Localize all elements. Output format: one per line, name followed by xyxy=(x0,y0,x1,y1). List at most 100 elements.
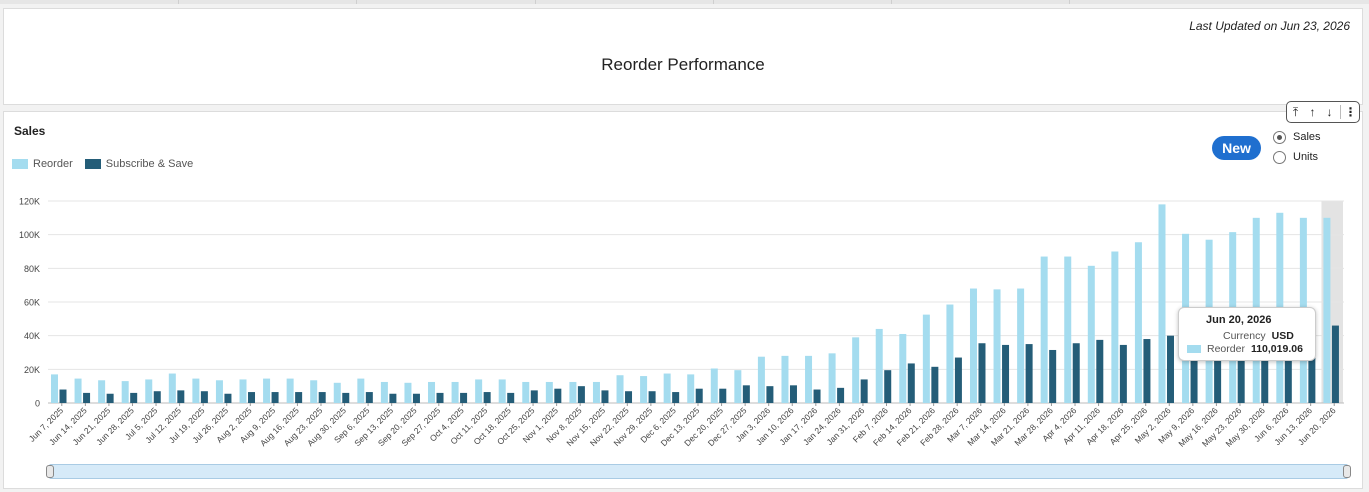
bar-subscribe-save xyxy=(1214,333,1222,403)
new-button[interactable]: New xyxy=(1212,136,1261,160)
bar-reorder xyxy=(663,373,671,403)
bar-reorder xyxy=(757,356,765,403)
y-tick-label: 40K xyxy=(24,331,40,341)
bar-reorder xyxy=(404,382,412,403)
tooltip-currency-value: USD xyxy=(1271,330,1294,342)
bar-subscribe-save xyxy=(1331,325,1339,403)
bar-subscribe-save xyxy=(954,357,962,403)
bar-reorder xyxy=(969,288,977,403)
page-title: Reorder Performance xyxy=(601,55,765,74)
bar-reorder xyxy=(640,376,648,403)
bar-subscribe-save xyxy=(577,386,585,403)
bar-subscribe-save xyxy=(177,390,185,403)
bar-subscribe-save xyxy=(1237,328,1245,403)
bar-subscribe-save xyxy=(1072,343,1080,403)
move-to-top-icon[interactable]: ⤒ xyxy=(1292,105,1299,119)
chart-card: 0 20K 40K 60K 80K 100K 120K Jun 7, 2025 Jun 14, … xyxy=(3,111,1363,489)
bar-subscribe-save xyxy=(483,392,491,403)
move-down-icon[interactable]: ↓ xyxy=(1326,105,1333,119)
y-tick-label: 0 xyxy=(35,399,40,409)
top-tab-strip xyxy=(0,0,1369,4)
bar-reorder xyxy=(380,381,388,403)
tab-divider xyxy=(535,0,536,4)
bar-subscribe-save xyxy=(789,385,797,403)
tab-divider xyxy=(891,0,892,4)
legend-item-subscribe-save[interactable]: Subscribe & Save xyxy=(84,158,193,170)
bar-reorder xyxy=(192,378,200,403)
bar-subscribe-save xyxy=(1049,349,1057,403)
y-tick-label: 80K xyxy=(24,264,40,274)
radio-option-units[interactable]: Units xyxy=(1273,147,1321,167)
chart-title: Sales xyxy=(14,124,46,138)
move-up-icon[interactable]: ↑ xyxy=(1309,105,1316,119)
bar-reorder xyxy=(922,314,930,403)
bar-subscribe-save xyxy=(271,392,279,403)
bar-subscribe-save xyxy=(695,388,703,403)
bar-subscribe-save xyxy=(318,392,326,403)
bar-reorder xyxy=(616,375,624,403)
bar-reorder xyxy=(687,374,695,403)
bar-reorder xyxy=(357,378,365,403)
legend-item-reorder[interactable]: Reorder xyxy=(12,158,73,170)
bar-subscribe-save xyxy=(130,392,138,403)
bar-subscribe-save xyxy=(1119,344,1127,403)
bar-subscribe-save xyxy=(224,393,232,403)
tab-divider xyxy=(713,0,714,4)
legend-swatch-reorder xyxy=(12,159,28,169)
legend-swatch-subscribe-save xyxy=(84,159,101,169)
bar-subscribe-save xyxy=(837,387,845,403)
tab-divider xyxy=(356,0,357,4)
more-options-icon[interactable]: ⋮ xyxy=(1344,105,1357,119)
bar-reorder xyxy=(946,304,954,403)
tooltip-series-value: 110,019.06 xyxy=(1250,343,1303,355)
bar-subscribe-save xyxy=(1166,335,1174,403)
bar-reorder xyxy=(569,381,577,403)
tooltip-row-currency: Currency USD xyxy=(1223,330,1294,342)
bar-reorder xyxy=(1111,251,1119,403)
bar-reorder xyxy=(805,355,813,403)
bar-subscribe-save xyxy=(978,343,986,403)
bar-reorder xyxy=(875,328,883,403)
bar-subscribe-save xyxy=(1096,339,1104,403)
bar-reorder xyxy=(428,381,436,403)
bar-reorder xyxy=(734,370,742,403)
radio-button-units[interactable] xyxy=(1273,150,1286,164)
bar-reorder xyxy=(545,381,553,403)
scroll-handle-right[interactable] xyxy=(1343,465,1351,478)
bar-reorder xyxy=(475,379,483,403)
bar-reorder xyxy=(1064,256,1072,403)
chart-range-scrollbar[interactable] xyxy=(46,464,1351,479)
bar-reorder xyxy=(1087,265,1095,403)
bar-subscribe-save xyxy=(436,392,444,403)
bar-subscribe-save xyxy=(200,391,208,403)
bar-reorder xyxy=(592,381,600,403)
bar-subscribe-save xyxy=(672,392,680,403)
bar-reorder xyxy=(333,382,341,403)
bar-reorder xyxy=(51,374,58,403)
bar-reorder xyxy=(899,333,907,403)
bar-subscribe-save xyxy=(342,392,350,403)
bar-subscribe-save xyxy=(412,393,420,403)
bar-reorder xyxy=(1158,204,1166,403)
bar-subscribe-save xyxy=(248,392,256,403)
radio-button-sales[interactable] xyxy=(1273,130,1286,144)
radio-option-sales[interactable]: Sales xyxy=(1273,127,1321,147)
bar-subscribe-save xyxy=(389,393,397,403)
header-card: Last Updated on Jun 23, 2026 Reorder Per… xyxy=(3,8,1363,105)
bar-subscribe-save xyxy=(931,366,939,403)
tooltip-row-reorder: Reorder 110,019.06 xyxy=(1187,343,1303,355)
bar-reorder xyxy=(498,379,506,403)
bar-subscribe-save xyxy=(1002,344,1010,403)
bar-subscribe-save xyxy=(884,370,892,403)
bar-reorder xyxy=(239,379,247,403)
bar-subscribe-save xyxy=(907,363,915,403)
bar-reorder xyxy=(98,380,106,403)
bar-reorder xyxy=(710,368,718,403)
tooltip-currency-label: Currency xyxy=(1223,330,1266,342)
bar-reorder xyxy=(1040,256,1048,403)
scroll-handle-left[interactable] xyxy=(46,465,54,478)
legend: Reorder Subscribe & Save xyxy=(12,158,193,170)
bar-subscribe-save xyxy=(1143,339,1151,403)
tooltip-date: Jun 20, 2026 xyxy=(1206,314,1272,326)
